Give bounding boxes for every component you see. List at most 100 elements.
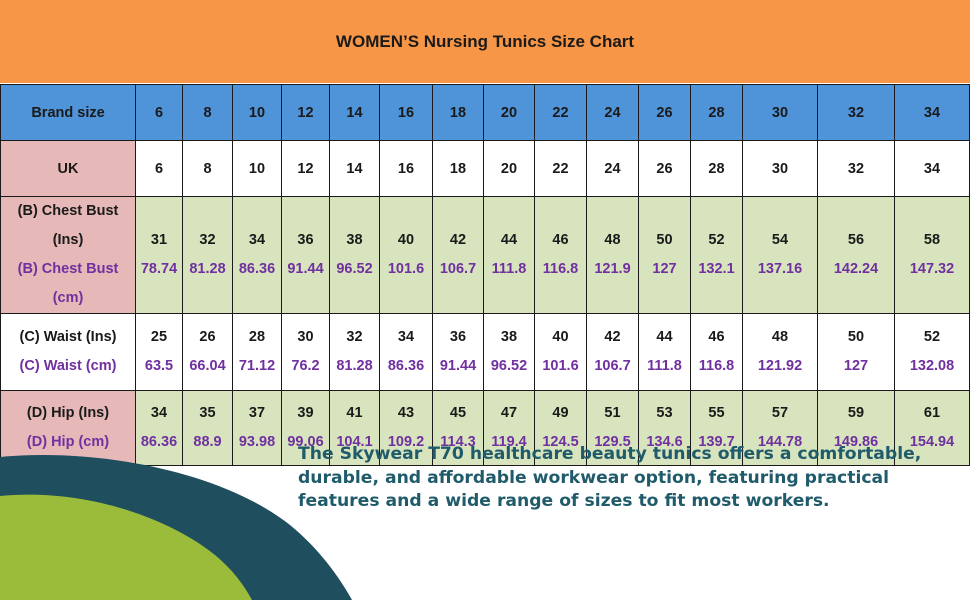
- measure-ins: 50: [656, 232, 673, 248]
- measure-cm: 111.8: [491, 261, 527, 277]
- measure-ins: 28: [248, 329, 266, 345]
- size-chart-table: Brand size 6 8 10 12 14 16 18 20 22 24 2…: [0, 84, 970, 466]
- brand-size-cell: 8: [182, 84, 233, 141]
- hip-cell: 43 109.2: [379, 390, 433, 466]
- uk-size-cell: 12: [281, 140, 330, 197]
- brand-size-cell: 14: [329, 84, 380, 141]
- waist-cell: 38 96.52: [483, 313, 535, 391]
- uk-size-cell: 14: [329, 140, 380, 197]
- uk-size-cell: 34: [894, 140, 970, 197]
- measure-ins: 51: [604, 405, 621, 421]
- measure-cm: 88.9: [193, 434, 222, 450]
- waist-row: (C) Waist (Ins) (C) Waist (cm) 25 63.5 26 6…: [0, 313, 970, 391]
- brand-size-cell: 24: [586, 84, 639, 141]
- uk-size-cell: 28: [690, 140, 743, 197]
- uk-size-cell: 6: [135, 140, 183, 197]
- measure-ins: 34: [397, 329, 415, 345]
- chest-bust-label: (B) Chest Bust (Ins) (B) Chest Bust (cm): [0, 196, 136, 314]
- waist-cell: 36 91.44: [432, 313, 484, 391]
- measure-cm: 144.78: [757, 434, 803, 450]
- chart-title: WOMEN’S Nursing Tunics Size Chart: [335, 31, 635, 51]
- uk-size-cell: 16: [379, 140, 433, 197]
- measure-ins: 52: [708, 232, 725, 248]
- measure-cm: 86.36: [140, 434, 178, 450]
- hip-cell: 45 114.3: [432, 390, 484, 466]
- measure-ins: 42: [449, 232, 467, 248]
- waist-cell: 28 71.12: [232, 313, 282, 391]
- brand-size-cell: 22: [534, 84, 587, 141]
- decorative-arcs: [0, 455, 352, 600]
- uk-size-cell: 30: [742, 140, 818, 197]
- measure-ins: 48: [771, 329, 789, 345]
- measure-ins: 38: [500, 329, 518, 345]
- measure-cm: 109.2: [387, 434, 425, 450]
- measure-cm: 71.12: [238, 358, 276, 374]
- measure-cm: 104.1: [336, 434, 373, 450]
- measure-ins: 44: [500, 232, 518, 248]
- measure-ins: 40: [397, 232, 415, 248]
- measure-ins: 54: [771, 232, 789, 248]
- uk-size-cell: 20: [483, 140, 535, 197]
- measure-ins: 39: [297, 405, 314, 421]
- waist-cell: 25 63.5: [135, 313, 183, 391]
- measure-cm: 99.06: [287, 434, 324, 450]
- measure-cm: 76.2: [291, 358, 320, 374]
- brand-size-cell: 18: [432, 84, 484, 141]
- uk-size-cell: 10: [232, 140, 282, 197]
- uk-size-cell: 22: [534, 140, 587, 197]
- waist-ins-label: (C) Waist (Ins): [19, 329, 117, 345]
- measure-ins: 46: [708, 329, 725, 345]
- uk-size-cell: 32: [817, 140, 895, 197]
- measure-ins: 38: [346, 232, 363, 248]
- waist-cell: 30 76.2: [281, 313, 330, 391]
- hip-cell: 61 154.94: [894, 390, 970, 466]
- measure-cm: 124.5: [542, 434, 579, 450]
- measure-ins: 34: [248, 232, 266, 248]
- measure-ins: 26: [199, 329, 216, 345]
- measure-ins: 58: [923, 232, 941, 248]
- chest-bust-cell: 46 116.8: [534, 196, 587, 314]
- hip-cell: 41 104.1: [329, 390, 380, 466]
- measure-ins: 25: [150, 329, 168, 345]
- waist-cell: 46 116.8: [690, 313, 743, 391]
- measure-ins: 43: [397, 405, 415, 421]
- measure-cm: 121.9: [594, 261, 631, 277]
- chest-bust-cell: 40 101.6: [379, 196, 433, 314]
- waist-cell: 26 66.04: [182, 313, 233, 391]
- measure-cm: 132.1: [698, 261, 735, 277]
- chest-bust-cell: 42 106.7: [432, 196, 484, 314]
- brand-size-cell: 10: [232, 84, 282, 141]
- waist-cm-label: (C) Waist (cm): [19, 358, 117, 374]
- measure-ins: 45: [449, 405, 467, 421]
- brand-size-cell: 34: [894, 84, 970, 141]
- measure-cm: 106.7: [594, 358, 631, 374]
- measure-ins: 61: [923, 405, 941, 421]
- measure-cm: 96.52: [490, 358, 528, 374]
- hip-cell: 35 88.9: [182, 390, 233, 466]
- measure-cm: 127: [843, 358, 869, 374]
- measure-cm: 93.98: [238, 434, 276, 450]
- measure-ins: 34: [150, 405, 168, 421]
- measure-ins: 59: [847, 405, 865, 421]
- chest-bust-row: (B) Chest Bust (Ins) (B) Chest Bust (cm) …: [0, 196, 970, 314]
- measure-ins: 53: [656, 405, 673, 421]
- measure-ins: 32: [346, 329, 363, 345]
- brand-size-cell: 20: [483, 84, 535, 141]
- measure-ins: 55: [708, 405, 725, 421]
- hip-cell: 47 119.4: [483, 390, 535, 466]
- measure-ins: 41: [346, 405, 363, 421]
- hip-cell: 53 134.6: [638, 390, 691, 466]
- measure-cm: 101.6: [387, 261, 425, 277]
- measure-ins: 36: [449, 329, 467, 345]
- measure-ins: 46: [552, 232, 569, 248]
- chest-bust-cell: 32 81.28: [182, 196, 233, 314]
- measure-cm: 139.7: [698, 434, 735, 450]
- uk-size-row: UK 6 8 10 12 14 16 18 20 22 24 26 28 30 …: [0, 140, 970, 197]
- hip-ins-label: (D) Hip (Ins): [26, 405, 110, 421]
- measure-ins: 57: [771, 405, 789, 421]
- uk-size-cell: 8: [182, 140, 233, 197]
- waist-cell: 48 121.92: [742, 313, 818, 391]
- measure-cm: 91.44: [287, 261, 324, 277]
- waist-cell: 52 132.08: [894, 313, 970, 391]
- measure-ins: 42: [604, 329, 621, 345]
